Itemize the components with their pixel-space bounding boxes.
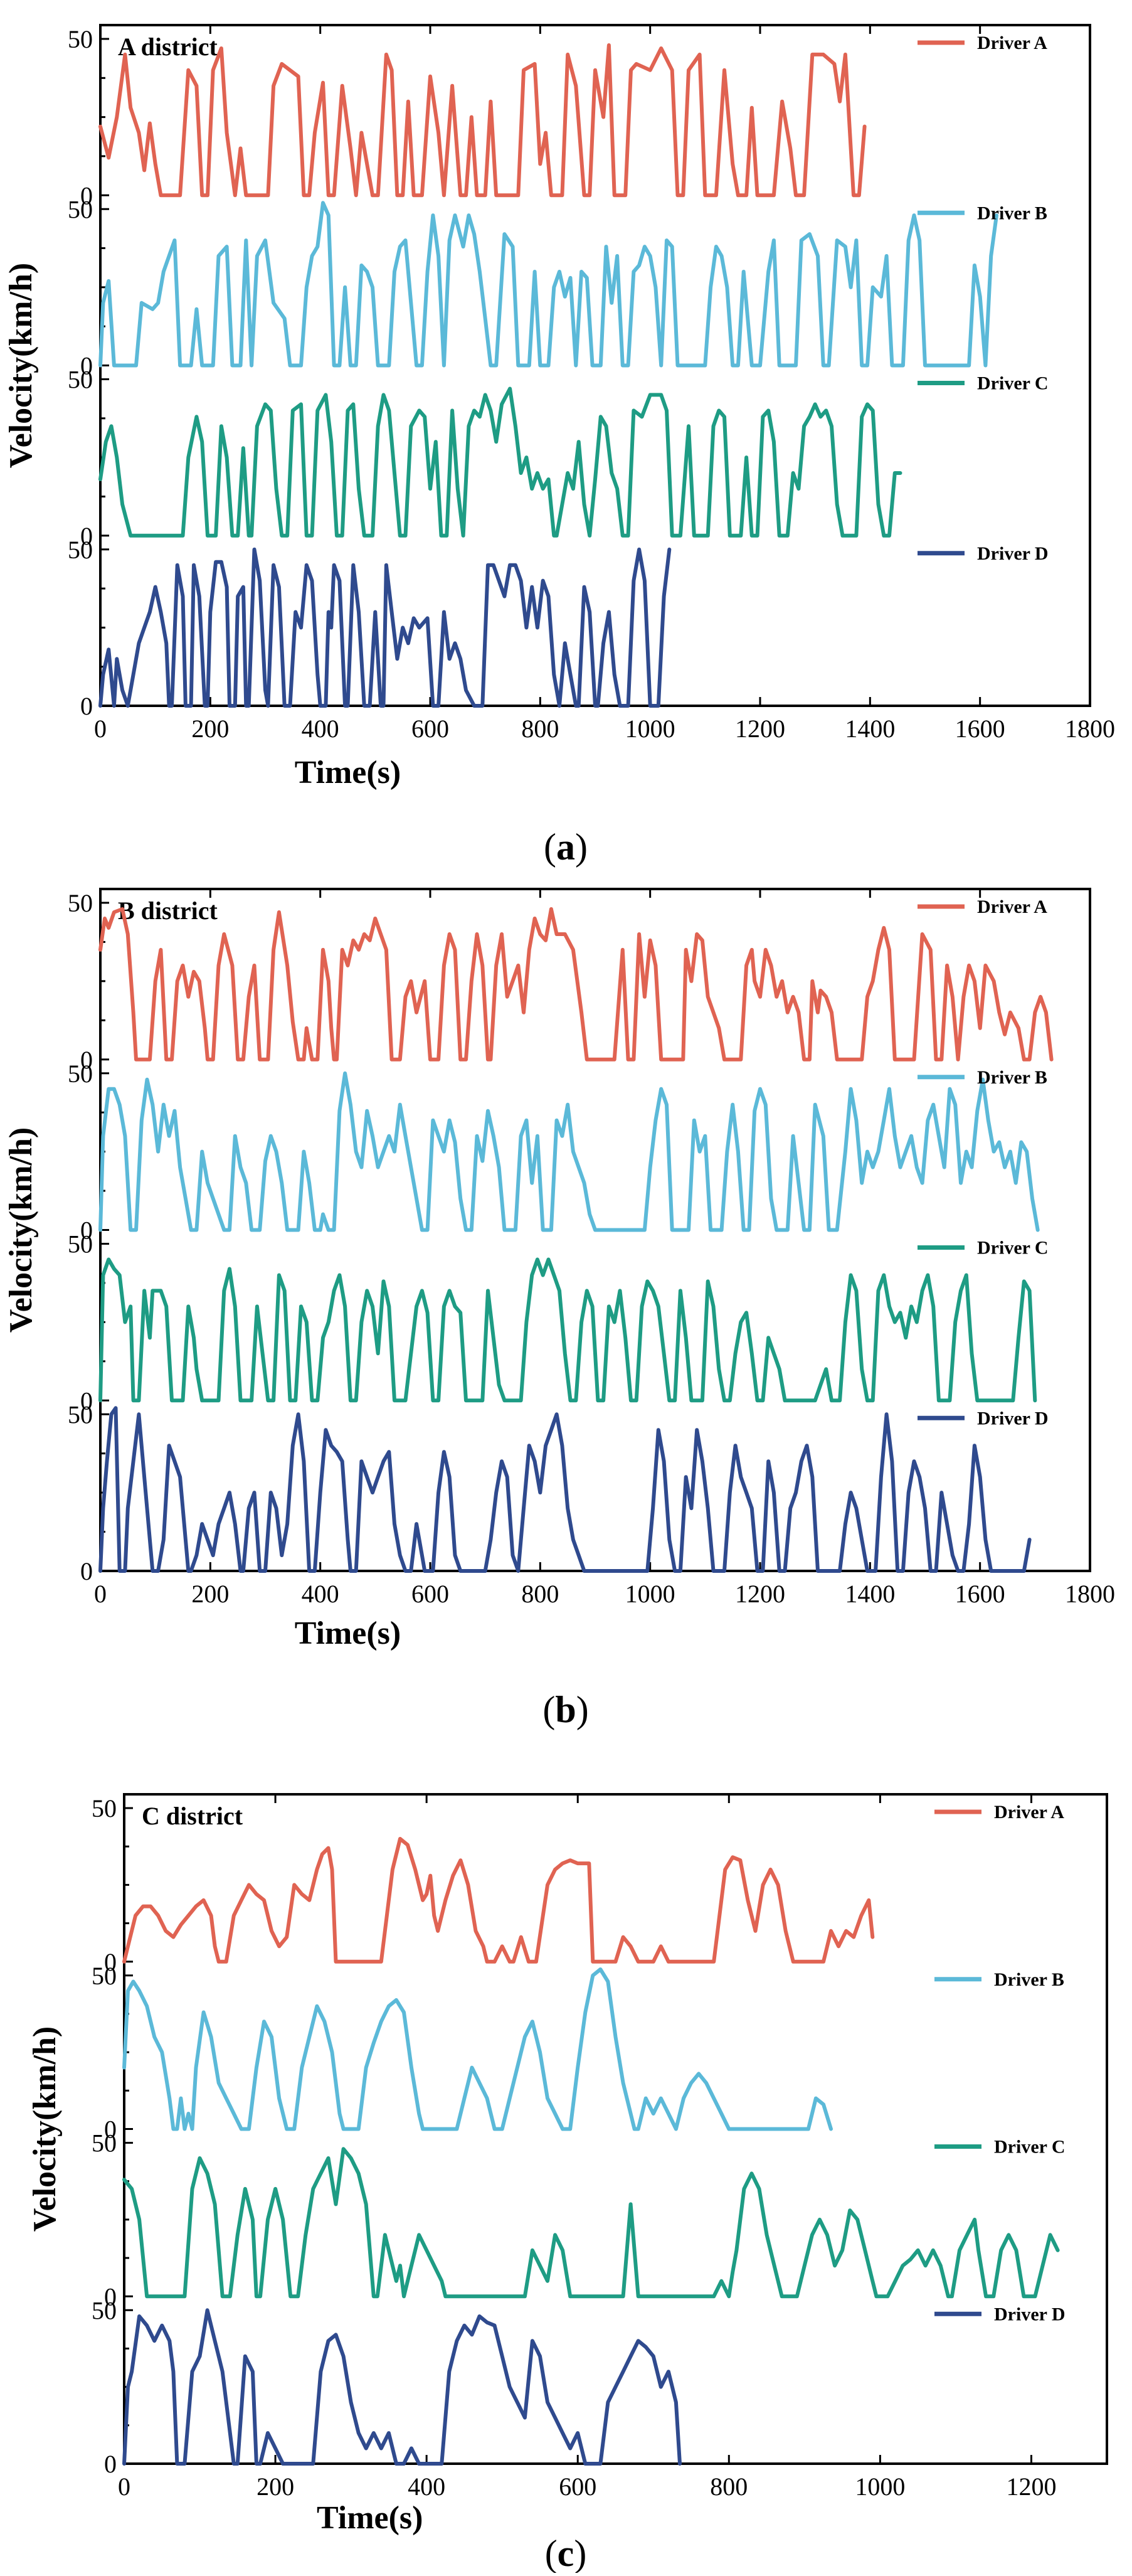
x-tick-label: 800 (521, 715, 559, 743)
series-line-driver-d (122, 2308, 682, 2466)
caption-letter: c (558, 2533, 574, 2573)
x-axis-title: Time(s) (317, 2500, 423, 2536)
panel-b: B district 0 200 400 600 800 1000 1200 1400 1600 1… (3, 888, 1115, 1730)
panel-caption: (c) (545, 2533, 587, 2573)
panel-caption: (b) (542, 1689, 588, 1730)
y-axis-title: Velocity(km/h) (27, 2026, 63, 2232)
caption-letter: a (556, 826, 575, 868)
legend-label: Driver D (977, 543, 1049, 564)
x-tick-label: 0 (94, 715, 107, 743)
y-tick-label: 0 (80, 352, 93, 380)
series-line-driver-b (98, 1071, 1040, 1232)
legend-label: Driver A (977, 897, 1047, 917)
x-tick-label: 1000 (625, 1580, 675, 1608)
series-line-driver-b (122, 1967, 833, 2131)
series-line-driver-a (122, 1836, 875, 1964)
series-line-driver-d (98, 1406, 1032, 1573)
x-tick-label: 1600 (955, 1580, 1005, 1608)
x-tick-label: 1200 (735, 715, 785, 743)
legend-label: Driver B (977, 203, 1047, 223)
y-tick-label: 50 (68, 1060, 93, 1088)
y-tick-label: 50 (68, 1230, 93, 1259)
x-tick-label: 1000 (625, 715, 675, 743)
legend-label: Driver B (994, 1969, 1064, 1990)
legend-label: Driver D (994, 2304, 1066, 2324)
x-tick-label: 600 (559, 2472, 596, 2501)
legend-label: Driver A (977, 33, 1047, 53)
caption-letter: b (555, 1689, 576, 1730)
x-tick-label: 400 (302, 1580, 339, 1608)
x-tick-label: 800 (521, 1580, 559, 1608)
y-tick-label: 50 (92, 2129, 117, 2158)
x-tick-label: 1800 (1065, 1580, 1115, 1608)
panel-c: C district 0 200 400 600 800 1000 1200 Time(s) Ve… (27, 1793, 1108, 2574)
district-title: A district (118, 33, 218, 61)
y-tick-label: 50 (68, 195, 93, 223)
y-tick-label: 0 (80, 522, 93, 550)
y-tick-label: 0 (104, 2450, 117, 2478)
y-tick-label: 0 (80, 1216, 93, 1245)
series-line-driver-a (98, 907, 1054, 1062)
y-tick-label: 50 (92, 2296, 117, 2324)
legend-label: Driver A (994, 1802, 1064, 1823)
x-tick-label: 1400 (845, 715, 895, 743)
panel-a: A district 0 200 400 600 800 1000 1200 1400 1600 1… (3, 24, 1115, 868)
y-tick-label: 0 (80, 1046, 93, 1074)
series-line-driver-c (98, 1257, 1037, 1403)
x-tick-label: 0 (94, 1580, 107, 1608)
y-tick-label: 0 (80, 1386, 93, 1415)
legend-label: Driver C (977, 373, 1049, 394)
y-tick-label: 0 (80, 181, 93, 210)
y-tick-label: 0 (104, 2282, 117, 2311)
x-tick-label: 1400 (845, 1580, 895, 1608)
y-tick-label: 0 (104, 2116, 117, 2144)
x-tick-label: 400 (408, 2472, 445, 2501)
x-tick-label: 600 (411, 715, 449, 743)
legend-label: Driver D (977, 1408, 1049, 1429)
x-tick-label: 400 (302, 715, 339, 743)
series-line-driver-c (98, 386, 902, 538)
x-tick-label: 1000 (855, 2472, 905, 2501)
x-tick-label: 600 (411, 1580, 449, 1608)
panel-caption: (a) (544, 826, 588, 868)
x-axis-title: Time(s) (295, 1615, 401, 1651)
y-tick-label: 50 (68, 536, 93, 564)
plot-frame (123, 1793, 1108, 2465)
x-axis-title: Time(s) (295, 755, 401, 790)
y-tick-label: 50 (68, 25, 93, 53)
x-tick-label: 200 (191, 715, 229, 743)
legend-label: Driver C (977, 1238, 1049, 1259)
x-tick-label: 0 (118, 2472, 130, 2501)
district-title: B district (118, 897, 218, 925)
x-tick-label: 1800 (1065, 715, 1115, 743)
y-tick-label: 50 (68, 366, 93, 394)
y-tick-label: 0 (80, 692, 93, 720)
legend-label: Driver C (994, 2137, 1066, 2158)
y-tick-label: 50 (68, 1400, 93, 1429)
series-line-driver-d (98, 547, 672, 708)
district-title: C district (142, 1802, 243, 1830)
y-tick-label: 50 (92, 1962, 117, 1990)
series-line-driver-b (98, 201, 998, 368)
y-tick-label: 0 (104, 1948, 117, 1976)
series-line-driver-a (98, 43, 867, 198)
x-tick-label: 800 (710, 2472, 748, 2501)
x-tick-label: 1200 (735, 1580, 785, 1608)
series-line-driver-c (122, 2147, 1060, 2299)
y-tick-label: 50 (68, 889, 93, 917)
x-tick-label: 1200 (1006, 2472, 1056, 2501)
y-axis-title: Velocity(km/h) (3, 263, 39, 468)
x-tick-label: 1600 (955, 715, 1005, 743)
x-tick-label: 200 (191, 1580, 229, 1608)
y-axis-title: Velocity(km/h) (3, 1127, 39, 1333)
legend-label: Driver B (977, 1067, 1047, 1088)
y-tick-label: 0 (80, 1557, 93, 1585)
y-tick-label: 50 (92, 1794, 117, 1823)
x-tick-label: 200 (257, 2472, 294, 2501)
